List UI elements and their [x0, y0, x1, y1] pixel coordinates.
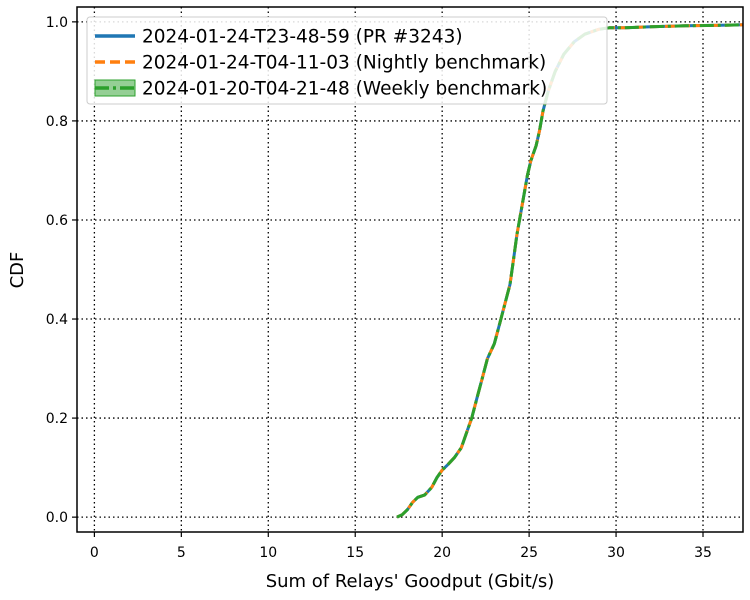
x-tick-label: 10	[259, 545, 277, 561]
x-axis-label: Sum of Relays' Goodput (Gbit/s)	[266, 571, 555, 592]
y-tick-label: 0.0	[46, 510, 68, 526]
legend-box	[86, 16, 608, 105]
x-tick-label: 20	[433, 545, 451, 561]
y-tick-label: 0.8	[46, 114, 68, 130]
x-tick-label: 0	[90, 545, 99, 561]
x-tick-label: 35	[694, 545, 712, 561]
x-tick-label: 30	[607, 545, 625, 561]
y-tick-label: 1.0	[46, 15, 68, 31]
legend-label-1: 2024-01-24-T04-11-03 (Nightly benchmark)	[142, 53, 546, 74]
x-tick-label: 15	[346, 545, 364, 561]
legend: 2024-01-24-T23-48-59 (PR #3243) 2024-01-2…	[86, 16, 608, 105]
x-tick-label: 25	[520, 545, 538, 561]
y-axis-label: CDF	[7, 252, 28, 289]
y-tick-label: 0.2	[46, 411, 68, 427]
y-tick-label: 0.6	[46, 213, 68, 229]
grid-lines	[77, 7, 743, 532]
x-tick-label: 5	[177, 545, 186, 561]
plot-frame	[76, 6, 744, 533]
y-tick-label: 0.4	[46, 312, 68, 328]
legend-label-2: 2024-01-20-T04-21-48 (Weekly benchmark)	[142, 79, 547, 100]
legend-label-0: 2024-01-24-T23-48-59 (PR #3243)	[142, 27, 463, 48]
tick-layer: 0 5 10 15 20 25 30 35 0.0 0.2 0.4 0.6 0.8 1.0	[46, 15, 712, 561]
